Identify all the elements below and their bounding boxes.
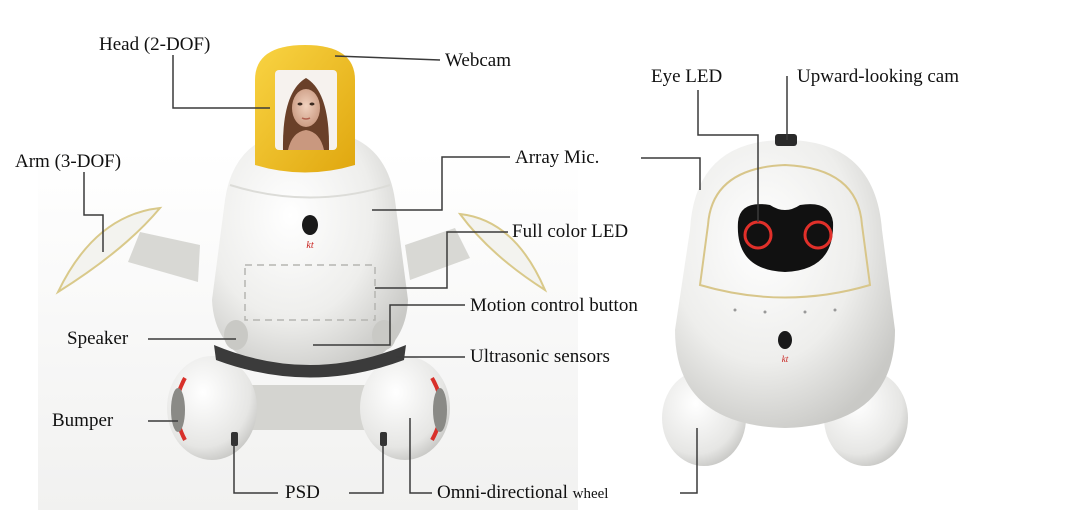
base-bridge — [215, 385, 405, 430]
label-arm: Arm (3-DOF) — [15, 151, 122, 172]
front-logo: kt — [782, 354, 789, 364]
label-head: Head (2-DOF) — [99, 34, 211, 55]
upward-cam — [775, 134, 797, 146]
right-robot: kt — [662, 134, 908, 466]
right-robot-body — [675, 140, 895, 428]
head — [255, 45, 355, 173]
front-camera-hole — [778, 331, 792, 349]
left-arm — [55, 206, 200, 295]
body-logo: kt — [306, 240, 313, 251]
label-motion-control-button: Motion control button — [470, 295, 638, 316]
label-omni-main: Omni-directional — [437, 482, 568, 503]
label-array-mic: Array Mic. — [515, 147, 600, 168]
left-wheel — [167, 356, 257, 460]
label-omni-small: wheel — [572, 486, 609, 502]
label-omni-directional-wheel: Omni-directional wheel — [437, 483, 608, 502]
speaker-left — [224, 320, 248, 350]
label-bumper: Bumper — [52, 410, 114, 431]
full-color-led-area — [244, 264, 376, 321]
body-band — [214, 345, 406, 378]
array-mic-hole — [302, 215, 318, 235]
label-eye-led: Eye LED — [651, 66, 723, 87]
label-webcam: Webcam — [445, 50, 511, 71]
eye-led-right — [803, 220, 833, 250]
body-shell — [212, 130, 408, 375]
left-robot: kt — [55, 45, 548, 460]
label-psd: PSD — [285, 482, 320, 503]
label-ultrasonic-sensors: Ultrasonic sensors — [470, 346, 610, 367]
label-upward-looking-cam: Upward-looking cam — [797, 66, 959, 87]
label-full-color-led: Full color LED — [512, 221, 629, 242]
label-speaker: Speaker — [67, 328, 129, 349]
face-image — [282, 78, 330, 150]
leader-lines — [83, 55, 788, 494]
right-wheel — [360, 356, 450, 460]
right-arm — [405, 212, 548, 293]
